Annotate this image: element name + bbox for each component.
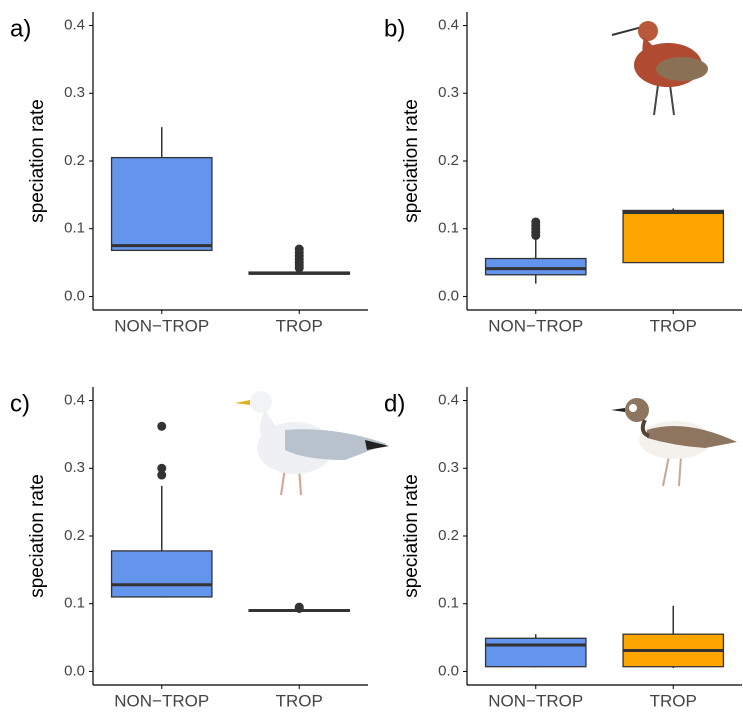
y-tick-label: 0.2 [438, 152, 459, 169]
y-tick-label: 0.1 [64, 595, 85, 612]
y-tick-label: 0.3 [438, 459, 459, 476]
outlier [157, 463, 167, 473]
panel: c) speciation rate 0.0 0.1 0.2 0.3 0.4 NON−TROP… [10, 387, 368, 710]
y-tick-label: 0.0 [64, 287, 85, 304]
x-tick-label: NON−TROP [488, 691, 583, 710]
y-tick-label: 0.0 [64, 662, 85, 679]
y-tick-label: 0.1 [438, 595, 459, 612]
y-tick-label: 0.4 [438, 17, 459, 34]
box [110, 156, 213, 252]
y-tick-label: 0.2 [64, 527, 85, 544]
y-tick-label: 0.3 [64, 84, 85, 101]
box [110, 550, 213, 598]
box [622, 209, 725, 264]
y-tick-label: 0.0 [438, 662, 459, 679]
x-tick-label: TROP [650, 691, 697, 710]
y-tick-label: 0.0 [438, 287, 459, 304]
outlier [294, 602, 304, 612]
panel: a) speciation rate 0.0 0.1 0.2 0.3 0.4 NON−TROP… [10, 12, 368, 335]
y-tick-label: 0.4 [438, 392, 459, 409]
x-tick-label: TROP [276, 316, 323, 335]
y-tick-label: 0.2 [438, 527, 459, 544]
outlier [157, 421, 167, 431]
y-tick-label: 0.3 [438, 84, 459, 101]
x-tick-label: TROP [276, 691, 323, 710]
y-tick-label: 0.3 [64, 459, 85, 476]
panel-label: b) [384, 15, 405, 42]
outlier [157, 470, 167, 480]
panel-label: d) [384, 390, 405, 417]
x-tick-label: NON−TROP [114, 691, 209, 710]
bird-illustration [611, 398, 737, 487]
y-tick-label: 0.1 [438, 220, 459, 237]
y-axis-label: speciation rate [27, 474, 48, 598]
outlier [294, 244, 304, 254]
bird-illustration [235, 391, 389, 496]
box [484, 637, 587, 668]
box [484, 257, 587, 276]
panel-label: c) [10, 390, 30, 417]
y-tick-label: 0.4 [64, 392, 85, 409]
panel: b) speciation rate 0.0 0.1 0.2 0.3 0.4 NON−TROP… [384, 12, 742, 335]
y-tick-label: 0.2 [64, 152, 85, 169]
y-tick-label: 0.4 [64, 17, 85, 34]
x-tick-label: NON−TROP [488, 316, 583, 335]
panel-label: a) [10, 15, 31, 42]
x-tick-label: NON−TROP [114, 316, 209, 335]
bird-illustration [611, 21, 708, 116]
panel: d) speciation rate 0.0 0.1 0.2 0.3 0.4 NON−TROP… [384, 387, 742, 710]
y-tick-label: 0.1 [64, 220, 85, 237]
y-axis-label: speciation rate [401, 99, 422, 223]
x-tick-label: TROP [650, 316, 697, 335]
outlier [531, 217, 541, 227]
y-axis-label: speciation rate [27, 99, 48, 223]
y-axis-label: speciation rate [401, 474, 422, 598]
